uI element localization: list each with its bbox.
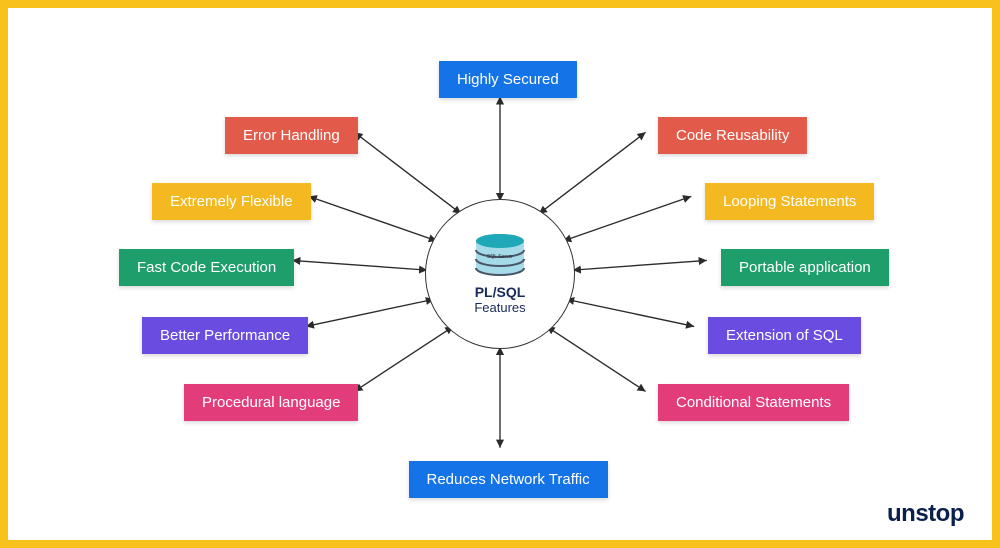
feature-label: Highly Secured (457, 71, 559, 88)
feature-label: Portable application (739, 259, 871, 276)
feature-portable-application: Portable application (721, 249, 889, 286)
diagram-canvas: SQL Server PL/SQL Features Highly Secure… (8, 8, 992, 540)
feature-label: Extremely Flexible (170, 193, 293, 210)
feature-code-reusability: Code Reusability (658, 117, 807, 154)
feature-looping-statements: Looping Statements (705, 183, 874, 220)
database-icon: SQL Server (472, 233, 528, 279)
feature-highly-secured: Highly Secured (439, 61, 577, 98)
feature-label: Reduces Network Traffic (427, 471, 590, 488)
feature-better-performance: Better Performance (142, 317, 308, 354)
feature-fast-code-execution: Fast Code Execution (119, 249, 294, 286)
outer-frame: SQL Server PL/SQL Features Highly Secure… (0, 0, 1000, 548)
feature-conditional-statements: Conditional Statements (658, 384, 849, 421)
feature-extremely-flexible: Extremely Flexible (152, 183, 311, 220)
feature-reduces-network: Reduces Network Traffic (409, 461, 608, 498)
hub-title: PL/SQL (475, 285, 526, 300)
feature-extension-of-sql: Extension of SQL (708, 317, 861, 354)
feature-label: Code Reusability (676, 127, 789, 144)
hub-subtitle: Features (474, 300, 525, 315)
feature-label: Procedural language (202, 394, 340, 411)
center-hub: SQL Server PL/SQL Features (425, 199, 575, 349)
feature-label: Conditional Statements (676, 394, 831, 411)
feature-label: Better Performance (160, 327, 290, 344)
feature-label: Fast Code Execution (137, 259, 276, 276)
feature-procedural-language: Procedural language (184, 384, 358, 421)
db-icon-label: SQL Server (487, 254, 513, 260)
feature-label: Error Handling (243, 127, 340, 144)
feature-error-handling: Error Handling (225, 117, 358, 154)
feature-label: Extension of SQL (726, 327, 843, 344)
feature-label: Looping Statements (723, 193, 856, 210)
